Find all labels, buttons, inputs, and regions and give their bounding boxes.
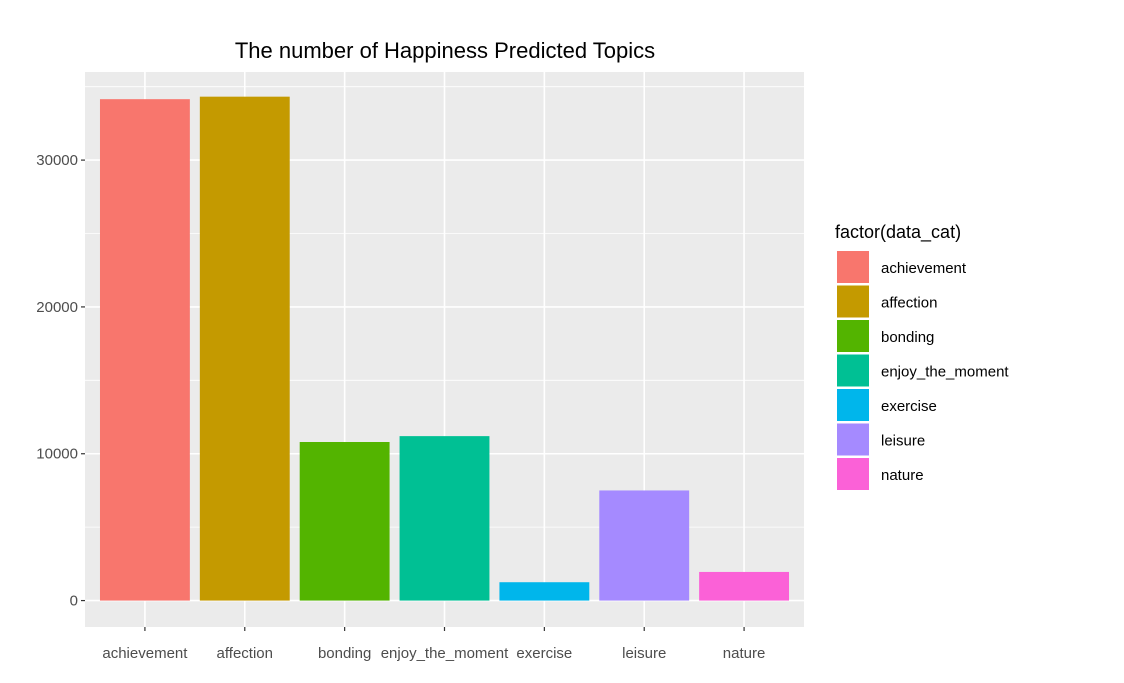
bar-exercise <box>499 582 590 601</box>
y-tick-label: 30000 <box>36 152 78 169</box>
x-tick-label: bonding <box>318 645 371 662</box>
legend-label: affection <box>881 295 937 312</box>
legend-label: exercise <box>881 398 937 415</box>
x-tick-label: exercise <box>516 645 572 662</box>
legend-swatch <box>837 251 869 283</box>
legend-label: leisure <box>881 433 925 450</box>
x-axis: achievement affection bonding enjoy_the_mom… <box>102 627 765 662</box>
legend-swatch <box>837 320 869 352</box>
chart-title: The number of Happiness Predicted Topics <box>235 38 655 63</box>
legend-label: bonding <box>881 329 934 346</box>
legend-swatch <box>837 389 869 421</box>
legend-label: nature <box>881 467 924 484</box>
legend-title: factor(data_cat) <box>835 222 961 243</box>
legend-swatch <box>837 354 869 387</box>
legend-label: achievement <box>881 260 967 277</box>
x-tick-label: nature <box>723 645 766 662</box>
x-tick-label: enjoy_the_moment <box>381 645 509 662</box>
x-tick-label: leisure <box>622 645 666 662</box>
y-tick-label: 10000 <box>36 446 78 463</box>
legend-label: enjoy_the_moment <box>881 364 1009 381</box>
x-tick-label: affection <box>217 645 273 662</box>
bars-group <box>99 96 790 601</box>
legend: factor(data_cat) achievement affection bon… <box>835 222 1009 490</box>
bar-affection <box>199 96 290 601</box>
legend-swatch <box>837 285 869 318</box>
y-axis: 0 10000 20000 30000 <box>36 152 85 610</box>
legend-swatch <box>837 458 869 490</box>
x-tick-label: achievement <box>102 645 188 662</box>
bar-nature <box>699 571 790 601</box>
y-tick-label: 20000 <box>36 299 78 316</box>
bar-leisure <box>599 490 690 601</box>
bar-bonding <box>299 442 390 601</box>
bar-achievement <box>99 99 190 601</box>
bar-enjoy-the-moment <box>399 436 490 601</box>
legend-swatch <box>837 423 869 456</box>
y-tick-label: 0 <box>70 593 78 610</box>
